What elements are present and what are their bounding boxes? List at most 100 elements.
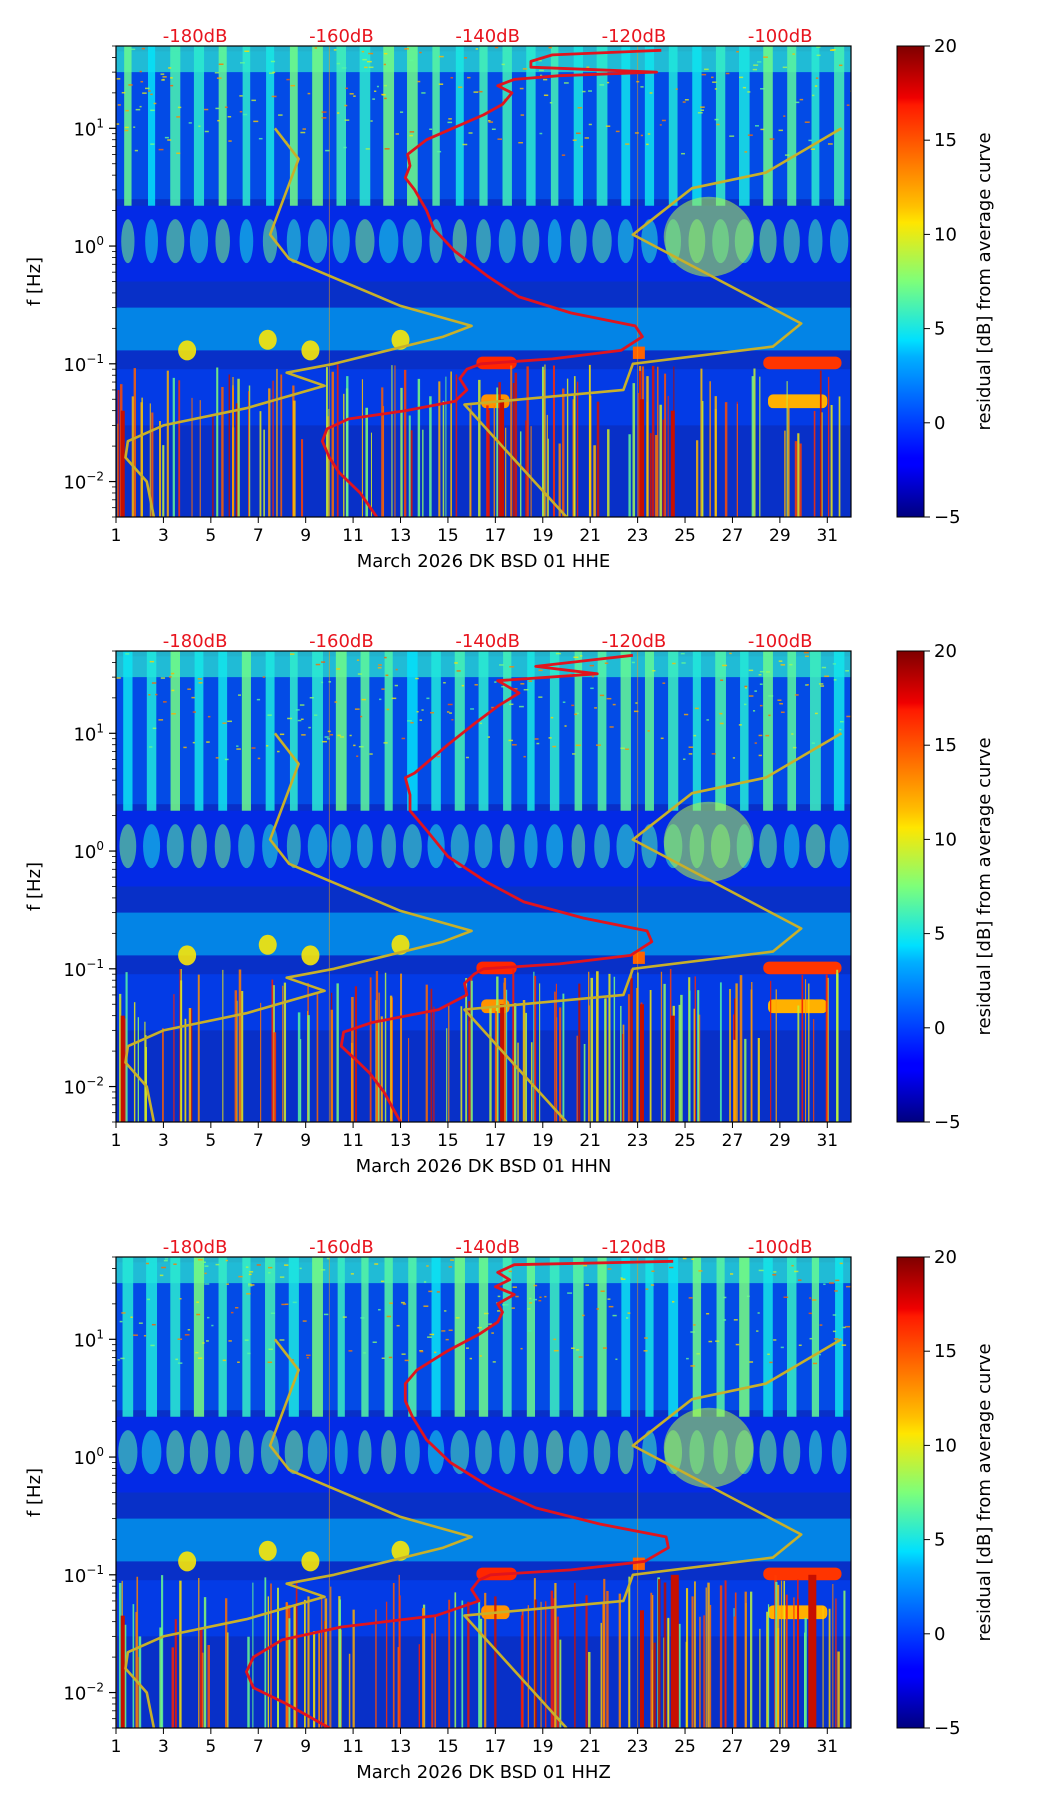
x-tick-label: 7 [253,1737,264,1757]
speckle [133,126,136,128]
x-tick-label: 31 [816,1131,838,1151]
diurnal-blob [239,219,254,264]
speckle [690,1365,696,1367]
diurnal-blob [594,824,610,869]
residual-0.13hz [632,951,645,964]
speckle [572,139,577,141]
speckle [538,696,543,698]
speckle [300,131,306,134]
speckle [150,109,155,112]
speckle [279,1276,285,1278]
speckle [539,69,544,72]
speckle [700,106,705,108]
diurnal-blob [617,219,634,264]
strong-residual-column [120,410,125,517]
speckle [747,134,753,136]
diurnal-stripe [739,46,750,206]
diurnal-stripe [147,46,156,206]
diurnal-stripe [645,1257,654,1417]
speckle [595,744,601,746]
colorbar-gradient [896,45,925,518]
speckle [494,46,499,49]
diurnal-blob [145,219,158,264]
speckle [141,47,145,50]
diurnal-stripe [596,46,608,206]
speckle [833,679,837,681]
y-axis-label: f [Hz] [24,862,45,911]
diurnal-blob [239,1430,254,1475]
speckle [773,1339,777,1341]
speckle [365,148,370,150]
x-tick-label: 9 [300,1737,311,1757]
speckle [589,664,594,667]
speckle [419,1350,423,1352]
speckle [686,1357,689,1360]
speckle [733,1319,738,1321]
speckle [818,1353,821,1356]
db-axis-label: -160dB [309,26,374,47]
speckle [204,1272,207,1275]
speckle [845,670,849,672]
x-tick-label: 21 [579,1131,601,1151]
speckle [575,132,581,135]
speckle [164,1258,169,1260]
speckle [302,128,306,130]
speckle [116,677,121,679]
speckle [757,1312,760,1314]
diurnal-stripe [359,46,371,206]
speckle [249,1271,254,1273]
speckle [399,111,404,113]
speckle [354,708,360,710]
speckle [163,1259,168,1262]
speckle [773,1271,777,1273]
diurnal-blob [641,824,658,869]
speckle [576,1349,580,1351]
speckle [382,94,386,96]
speckle [321,117,327,119]
speckle [170,84,174,87]
diurnal-stripe [549,651,560,811]
speckle [429,128,433,131]
speckle [309,696,314,699]
microseism-event [258,1540,277,1561]
diurnal-blob [119,824,137,869]
speckle [487,119,491,122]
speckle [571,704,575,707]
speckle [474,684,478,686]
speckle [325,149,330,152]
speckle [130,48,136,51]
microseism-event [301,340,320,361]
speckle [290,653,295,655]
diurnal-blob [238,824,255,869]
speckle [523,755,526,758]
speckle [512,688,518,690]
colorbar-tick-label: −5 [934,1112,961,1133]
spectrogram-area [116,1257,851,1728]
speckle [697,112,703,114]
speckle [150,143,155,145]
speckle [292,1301,297,1304]
speckle [266,745,269,747]
speckle [772,1274,777,1276]
noise-model-curve-low [124,1338,473,1728]
residual-0.13hz [632,346,645,359]
speckle [421,709,424,711]
speckle [372,1341,377,1343]
speckle [758,754,762,757]
speckle [839,728,842,731]
speckle [783,115,786,117]
speckle [812,94,815,97]
speckle [447,703,453,706]
speckle [426,1265,429,1267]
speckle [562,701,566,703]
x-tick-label: 23 [627,1131,649,1151]
speckle [326,1257,330,1260]
diurnal-blob [476,219,491,264]
speckle [715,1340,720,1342]
diurnal-blob [118,1430,138,1475]
speckle [789,663,793,666]
speckle [454,662,458,664]
speckle [704,68,709,71]
